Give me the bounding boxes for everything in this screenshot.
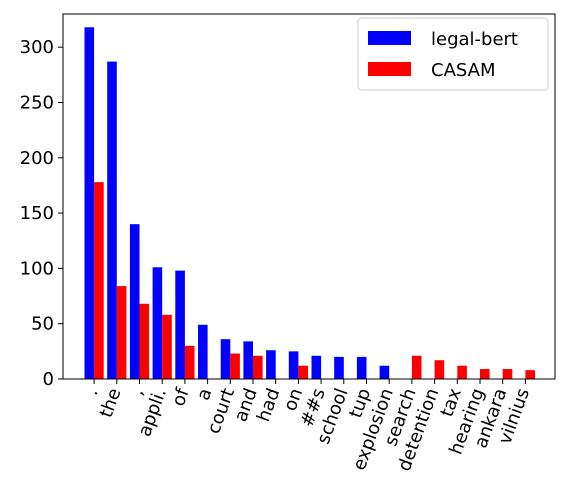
bar-casam-16 <box>457 365 467 379</box>
y-tick-label-50: 50 <box>31 314 54 335</box>
legend-label-legal-bert: legal-bert <box>431 29 518 50</box>
x-tick-label-punct: . <box>81 386 103 399</box>
bar-legal-bert-0 <box>84 27 95 379</box>
bar-legal-bert-10 <box>311 355 322 379</box>
y-tick-label-0: 0 <box>43 369 54 390</box>
legend-swatch-casam <box>368 62 411 76</box>
bar-casam-3 <box>162 314 172 379</box>
y-tick-label-200: 200 <box>20 148 54 169</box>
bar-legal-bert-4 <box>175 270 185 379</box>
bar-casam-15 <box>434 360 445 379</box>
bar-legal-bert-8 <box>266 350 276 379</box>
x-axis: .the ,appli.of acourtandhadon##sschooltupe… <box>81 379 534 474</box>
y-axis: 0 50 100 150 200 250 300 <box>20 37 63 390</box>
bar-casam-14 <box>411 355 422 379</box>
plot-frame <box>62 13 556 380</box>
bars-group <box>84 27 535 379</box>
x-tick-label-the: the <box>96 386 126 421</box>
bar-legal-bert-7 <box>243 341 253 379</box>
bar-casam-19 <box>525 370 535 379</box>
bar-casam-9 <box>298 365 308 379</box>
bar-casam-18 <box>502 369 513 379</box>
bar-legal-bert-12 <box>356 356 367 379</box>
y-tick-label-300: 300 <box>20 37 54 58</box>
bar-legal-bert-9 <box>288 351 299 379</box>
y-tick-label-250: 250 <box>20 92 54 113</box>
bar-casam-2 <box>139 303 150 379</box>
x-tick-label-a: a <box>193 386 217 404</box>
bar-casam-1 <box>116 286 127 379</box>
x-tick-label-of: of <box>168 385 194 409</box>
y-tick-label-100: 100 <box>20 258 54 279</box>
bar-casam-17 <box>480 369 490 379</box>
bar-legal-bert-6 <box>220 339 231 379</box>
y-tick-label-150: 150 <box>20 203 54 224</box>
bar-casam-7 <box>253 355 263 379</box>
bar-legal-bert-1 <box>107 61 117 379</box>
legend-label-casam: CASAM <box>431 60 496 81</box>
legend-swatch-legal-bert <box>368 31 411 45</box>
bar-legal-bert-3 <box>152 267 163 379</box>
bar-casam-4 <box>184 345 195 379</box>
bar-casam-0 <box>94 182 104 379</box>
bar-legal-bert-13 <box>379 365 390 379</box>
bar-casam-6 <box>230 353 240 379</box>
x-tick-label-punct: , <box>127 386 149 399</box>
legend: legal-bert CASAM <box>357 17 549 91</box>
bar-legal-bert-5 <box>198 324 208 379</box>
bar-legal-bert-11 <box>334 356 344 379</box>
bar-legal-bert-2 <box>129 224 140 379</box>
